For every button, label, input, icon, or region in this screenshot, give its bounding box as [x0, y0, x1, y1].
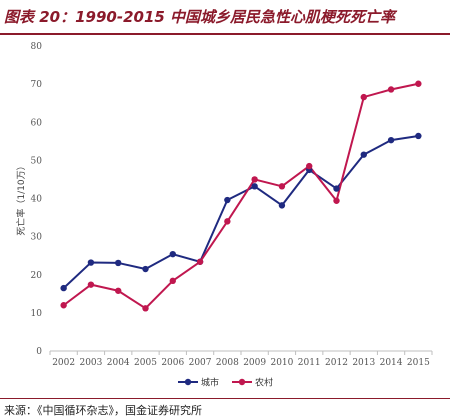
- data-point: [115, 287, 122, 294]
- x-tick-label: 2012: [325, 358, 348, 368]
- data-point: [387, 86, 395, 93]
- data-point: [415, 80, 422, 87]
- x-tick-label: 2004: [107, 358, 130, 368]
- x-tick-label: 2003: [79, 358, 102, 368]
- x-tick-label: 2006: [161, 358, 184, 368]
- legend-label: 城市: [201, 377, 219, 389]
- legend-swatch-marker: [238, 378, 246, 386]
- x-tick-label: 2008: [216, 358, 239, 368]
- data-point: [169, 277, 176, 285]
- data-point: [387, 136, 395, 144]
- data-point: [333, 185, 340, 192]
- y-tick-label: 50: [31, 156, 43, 166]
- data-point: [142, 305, 149, 312]
- legend-label: 农村: [255, 377, 273, 389]
- data-point: [169, 250, 176, 258]
- data-point: [224, 196, 231, 204]
- series-lines: [62, 82, 419, 310]
- data-point: [60, 284, 67, 292]
- data-point: [251, 183, 258, 190]
- chart-axes: [49, 350, 433, 355]
- data-point: [333, 197, 340, 204]
- y-tick-label: 20: [31, 271, 43, 281]
- source-rule: [0, 398, 450, 399]
- data-point: [306, 162, 313, 170]
- x-tick-label: 2011: [298, 358, 321, 368]
- x-tick-label: 2010: [270, 358, 293, 368]
- x-tick-label: 2009: [243, 358, 266, 368]
- x-tick-label: 2014: [380, 358, 403, 368]
- y-tick-label: 40: [31, 195, 43, 205]
- legend: 城市 农村: [178, 377, 273, 389]
- data-point: [142, 265, 149, 273]
- data-point: [278, 183, 286, 190]
- x-tick-label: 2013: [352, 358, 375, 368]
- y-tick-label: 0: [36, 347, 42, 357]
- x-tick-label: 2015: [407, 358, 430, 368]
- y-tick-label: 70: [31, 80, 43, 90]
- legend-swatch-marker: [184, 378, 192, 386]
- y-tick-labels: 0 10 20 30 40 50 60 70 80: [31, 42, 43, 357]
- data-point: [415, 132, 422, 140]
- data-point: [360, 151, 367, 158]
- series-line-1: [63, 82, 419, 310]
- data-point: [115, 259, 122, 267]
- data-point: [196, 258, 204, 265]
- data-point: [360, 93, 367, 101]
- x-tick-labels: 2002 2003 2004 2005 2006 2007 2008 2009 2010 2011…: [52, 358, 430, 368]
- data-point: [224, 218, 231, 225]
- series-points: [60, 80, 422, 312]
- x-tick-label: 2002: [52, 358, 75, 368]
- y-tick-label: 80: [31, 42, 43, 52]
- data-point: [87, 259, 95, 266]
- y-tick-label: 10: [31, 309, 43, 319]
- figure-title: 图表 20：1990-2015 中国城乡居民急性心肌梗死死亡率: [4, 8, 396, 26]
- series-line-0: [62, 134, 419, 289]
- y-tick-label: 30: [31, 233, 43, 243]
- data-point: [251, 176, 258, 183]
- title-rule: [0, 33, 450, 35]
- y-axis-label: 死亡率（1/10万）: [15, 161, 27, 235]
- data-point: [278, 202, 286, 209]
- x-tick-label: 2007: [189, 358, 212, 368]
- y-tick-label: 60: [31, 118, 43, 128]
- data-point: [87, 281, 95, 288]
- x-tick-label: 2005: [134, 358, 157, 368]
- source-note: 来源：《中国循环杂志》，国金证券研究所: [4, 404, 202, 417]
- data-point: [60, 302, 67, 309]
